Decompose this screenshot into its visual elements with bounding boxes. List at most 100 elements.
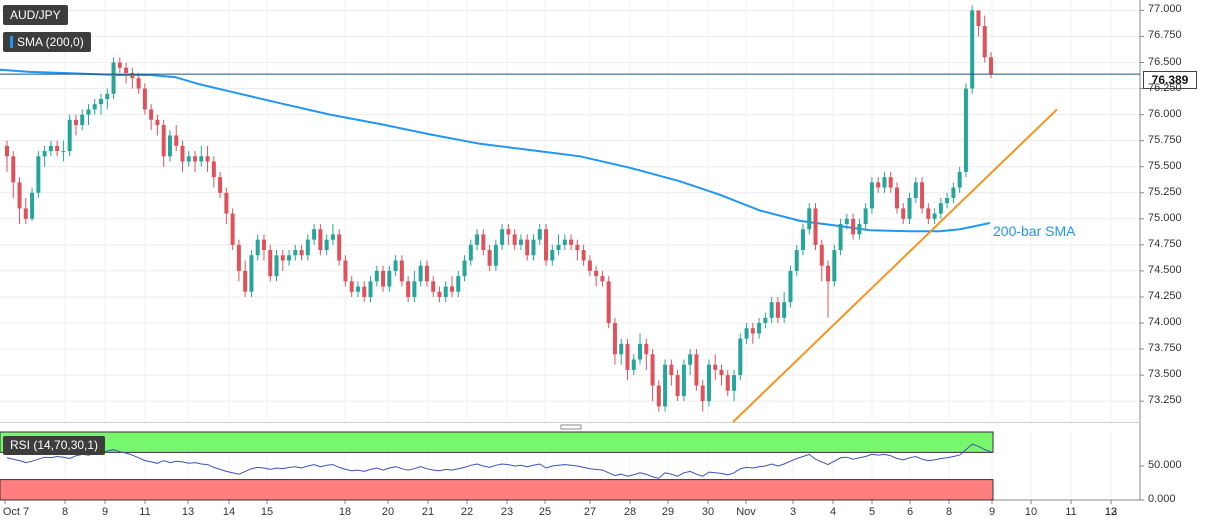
rsi-tick-label: 0.000	[1148, 493, 1176, 505]
candle-body	[744, 328, 749, 339]
candle-body	[142, 88, 147, 110]
y-tick-label: 73.250	[1148, 394, 1182, 407]
rsi-overbought-zone	[0, 431, 994, 453]
x-tick-label: 3	[789, 506, 797, 518]
candle-body	[757, 323, 762, 334]
candle-body	[575, 244, 580, 251]
candle-body	[406, 281, 411, 297]
candle-body	[318, 229, 323, 251]
price-panel	[0, 0, 1140, 422]
x-tick-label: Oct 7	[2, 506, 30, 518]
x-tick-label: 21	[421, 506, 435, 518]
x-tick-label: 6	[906, 506, 914, 518]
candle-body	[387, 270, 392, 287]
x-tick-label: 8	[61, 506, 69, 518]
candle-body	[531, 239, 536, 256]
candle-body	[61, 151, 66, 153]
candle-body	[293, 250, 298, 256]
candle-body	[562, 239, 567, 245]
candle-body	[506, 229, 511, 235]
rsi-line	[6, 443, 992, 479]
candle-body	[30, 192, 35, 219]
candle-body	[393, 260, 398, 271]
y-tick-label: 74.250	[1148, 289, 1182, 302]
candle-body	[105, 93, 110, 99]
candle-body	[42, 151, 47, 157]
candle-body	[587, 260, 592, 271]
trendline	[732, 108, 1058, 423]
candle-body	[876, 182, 881, 188]
rsi-legend[interactable]: RSI (14,70,30,1)	[3, 436, 106, 455]
candle-body	[826, 265, 831, 282]
x-tick-label: 14	[222, 506, 236, 518]
candle-body	[381, 270, 386, 287]
candle-body	[888, 177, 893, 188]
candle-body	[512, 234, 517, 245]
candle-body	[243, 270, 248, 292]
candle-body	[424, 265, 429, 282]
candle-body	[224, 192, 229, 214]
candle-body	[11, 156, 16, 183]
candle-body	[663, 364, 668, 407]
candle-body	[36, 156, 41, 193]
sma-annotation: 200-bar SMA	[993, 223, 1076, 239]
y-tick-label: 73.750	[1148, 342, 1182, 355]
candle-body	[782, 302, 787, 318]
candle-body	[155, 119, 160, 126]
x-tick-label: 11	[1065, 506, 1077, 518]
candle-body	[970, 10, 975, 89]
candle-body	[619, 343, 624, 355]
candle-body	[713, 364, 718, 370]
candle-body	[894, 187, 899, 209]
candle-body	[569, 239, 574, 245]
sma-legend[interactable]: SMA (200,0)	[3, 32, 91, 52]
candle-body	[518, 239, 523, 245]
candle-body	[249, 255, 254, 292]
candle-body	[468, 244, 473, 261]
candle-body	[500, 229, 505, 245]
x-tick-label: 27	[583, 506, 597, 518]
candle-body	[312, 229, 317, 240]
x-tick-label: 13	[1104, 506, 1118, 518]
candle-body	[399, 260, 404, 282]
candle-body	[55, 145, 60, 152]
candle-body	[650, 354, 655, 386]
y-tick-label: 76.000	[1148, 107, 1182, 120]
symbol-legend[interactable]: AUD/JPY	[3, 5, 68, 25]
candle-body	[656, 385, 661, 407]
candle-body	[255, 239, 260, 256]
candle-body	[550, 250, 555, 261]
y-tick-label: 76.250	[1148, 81, 1182, 94]
candle-body	[901, 208, 906, 219]
candle-body	[149, 109, 154, 120]
y-tick-label: 75.750	[1148, 133, 1182, 146]
x-tick-label: 9	[101, 506, 109, 518]
candle-body	[343, 260, 348, 282]
candle-body	[261, 239, 266, 251]
candle-body	[437, 291, 442, 297]
candle-body	[951, 187, 956, 198]
candle-body	[537, 229, 542, 240]
candle-body	[487, 250, 492, 266]
x-tick-label: 18	[338, 506, 352, 518]
candle-body	[932, 213, 937, 219]
candle-body	[869, 182, 874, 209]
candle-body	[205, 156, 210, 162]
candle-body	[462, 260, 467, 277]
candle-body	[794, 250, 799, 271]
x-tick-label: 22	[460, 506, 474, 518]
candle-body	[174, 135, 179, 146]
y-tick-label: 76.750	[1148, 29, 1182, 42]
candle-body	[99, 98, 104, 105]
candle-body	[913, 182, 918, 198]
candle-body	[775, 302, 780, 318]
candle-body	[556, 244, 561, 251]
candle-body	[368, 281, 373, 297]
candle-body	[443, 286, 448, 297]
x-tick-label: 4	[829, 506, 837, 518]
candle-body	[631, 359, 636, 370]
candle-body	[5, 145, 9, 157]
candle-body	[544, 229, 549, 261]
candle-body	[681, 364, 686, 396]
candle-body	[738, 338, 743, 376]
